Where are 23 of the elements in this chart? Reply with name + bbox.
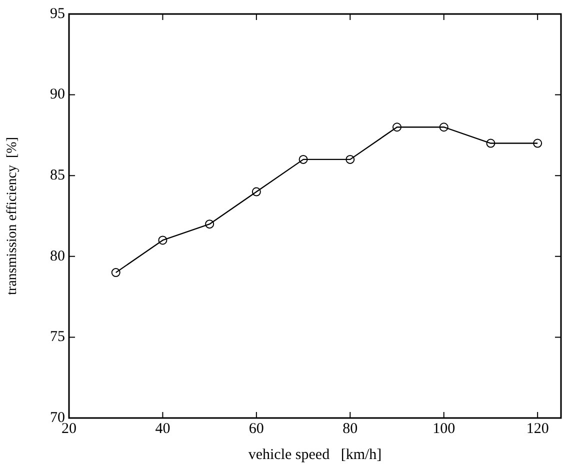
y-tick-label: 90: [50, 86, 65, 103]
point: [439, 122, 448, 132]
y-tick-label: 95: [50, 6, 65, 22]
point: [252, 187, 261, 196]
x-tick-label: 20: [62, 420, 76, 437]
x-axis-title: vehicle speed [km/h]: [248, 446, 382, 463]
point: [298, 154, 308, 164]
y-tick-label: 80: [50, 248, 65, 264]
point: [111, 268, 120, 278]
x-tick-label: 120: [526, 420, 549, 437]
point: [392, 122, 402, 132]
point: [158, 236, 168, 245]
x-tick-label: 100: [432, 420, 456, 437]
x-tick-label: 40: [155, 420, 170, 437]
point: [346, 154, 355, 164]
x-tick-label: 60: [248, 420, 264, 437]
y-tick-label: 85: [50, 168, 65, 184]
y-axis-title: transmission efficiency [%]: [5, 137, 20, 295]
y-tick-label: 75: [50, 329, 65, 346]
point: [486, 138, 496, 148]
x-tick-label: 80: [342, 420, 358, 437]
point: [533, 138, 542, 148]
point: [205, 220, 214, 229]
